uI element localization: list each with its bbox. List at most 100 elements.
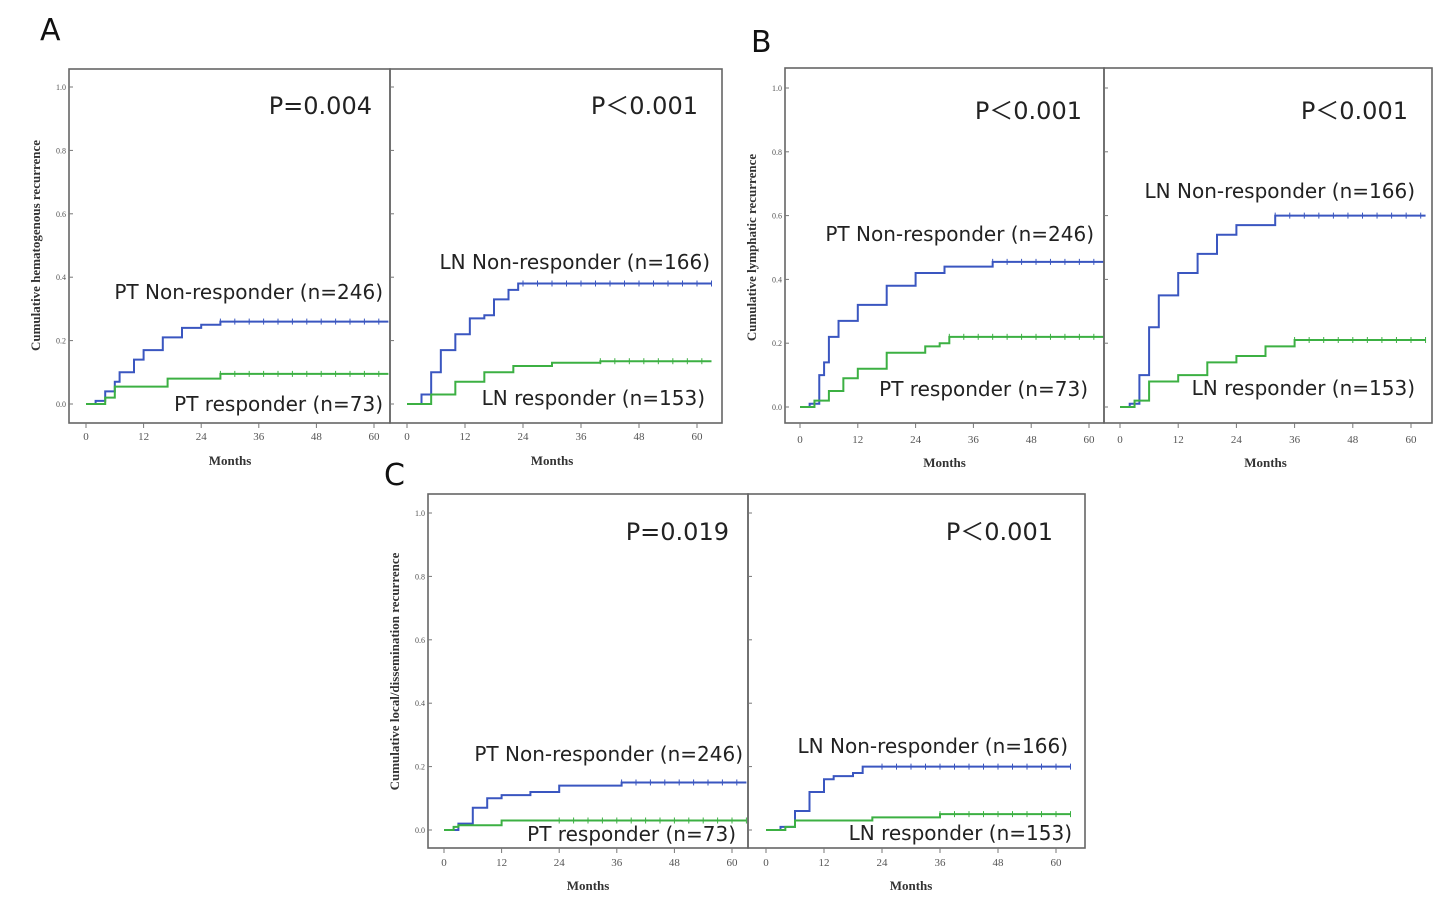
subplot-b-right: 0 12 24 36 48 60 Months LN Non-responder (n=166…	[1103, 67, 1433, 470]
x-tick-label: 0	[83, 431, 89, 443]
x-tick-label: 24	[518, 431, 530, 443]
x-tick-label: 12	[496, 857, 507, 869]
x-tick-label: 60	[1406, 434, 1418, 446]
x-tick-label: 36	[576, 431, 588, 443]
subplot-c-left: 0.0 0.2 0.4 0.6 0.8 1.0 0 12 24 36 48 60 Months Cumul…	[387, 493, 749, 893]
panel-letter-a: A	[40, 13, 61, 48]
series-label: PT Non-responder (n=246)	[114, 280, 383, 304]
series-line-responder	[444, 819, 747, 831]
series-line-non-responder	[1120, 214, 1426, 408]
x-tick-label: 0	[763, 857, 769, 869]
y-tick-label: 0.6	[772, 212, 782, 221]
y-tick-label: 0.8	[772, 148, 782, 157]
series-label: LN responder (n=153)	[1192, 376, 1415, 400]
x-tick-label: 12	[460, 431, 471, 443]
plot-frame	[427, 493, 749, 849]
y-tick-label: 0.4	[772, 275, 782, 284]
x-tick-label: 36	[968, 434, 980, 446]
x-tick-label: 60	[727, 857, 739, 869]
y-tick-label: 0.8	[56, 146, 66, 155]
y-tick-label: 0.8	[415, 572, 425, 581]
x-tick-label: 0	[1117, 434, 1123, 446]
y-tick-label: 0.0	[415, 826, 425, 835]
x-axis-label: Months	[890, 878, 933, 893]
series-line-non-responder	[86, 320, 389, 405]
x-tick-label: 24	[1231, 434, 1243, 446]
series-line-responder	[800, 335, 1104, 408]
series-label: PT Non-responder (n=246)	[825, 222, 1094, 246]
y-tick-label: 0.6	[56, 210, 66, 219]
x-tick-label: 36	[935, 857, 947, 869]
series-label: PT responder (n=73)	[527, 822, 736, 846]
x-axis-label: Months	[1244, 455, 1287, 470]
x-tick-label: 24	[877, 857, 889, 869]
y-tick-label: 1.0	[415, 509, 425, 518]
x-tick-label: 60	[1084, 434, 1096, 446]
p-value: P＜0.001	[1301, 97, 1408, 125]
x-tick-label: 12	[138, 431, 149, 443]
x-tick-label: 0	[797, 434, 803, 446]
series-label: LN Non-responder (n=166)	[798, 734, 1068, 758]
y-tick-label: 0.2	[56, 337, 66, 346]
x-axis-label: Months	[209, 453, 252, 468]
x-tick-label: 12	[852, 434, 863, 446]
x-tick-label: 48	[634, 431, 646, 443]
series-line-responder	[1120, 339, 1426, 408]
panel-letter-b: B	[751, 25, 772, 60]
x-tick-label: 0	[404, 431, 410, 443]
panel-letter-c: C	[384, 458, 405, 493]
x-tick-label: 36	[611, 857, 623, 869]
x-tick-label: 36	[253, 431, 265, 443]
series-label: LN Non-responder (n=166)	[440, 250, 710, 274]
x-tick-label: 48	[311, 431, 323, 443]
plot-frame	[1103, 67, 1433, 424]
series-label: PT responder (n=73)	[879, 377, 1088, 401]
x-axis-label: Months	[531, 453, 574, 468]
x-tick-label: 24	[196, 431, 208, 443]
x-tick-label: 24	[910, 434, 922, 446]
y-tick-label: 1.0	[56, 83, 66, 92]
series-label: LN responder (n=153)	[849, 821, 1072, 845]
y-tick-label: 0.0	[772, 403, 782, 412]
plot-frame	[747, 493, 1086, 849]
x-axis-label: Months	[923, 455, 966, 470]
x-tick-label: 0	[441, 857, 447, 869]
x-tick-label: 48	[993, 857, 1005, 869]
x-tick-label: 60	[369, 431, 381, 443]
x-tick-label: 60	[692, 431, 704, 443]
subplot-a-right: 0 12 24 36 48 60 Months LN Non-responder (n=166…	[389, 68, 723, 468]
x-tick-label: 36	[1289, 434, 1301, 446]
y-axis-label: Cumulative local/dissemination recurrenc…	[387, 552, 402, 790]
series-line-non-responder	[444, 781, 747, 831]
x-tick-label: 48	[669, 857, 681, 869]
x-tick-label: 24	[554, 857, 566, 869]
series-label: LN Non-responder (n=166)	[1145, 179, 1415, 203]
p-value: P＜0.001	[975, 97, 1082, 125]
series-line-non-responder	[407, 282, 712, 405]
x-tick-label: 48	[1347, 434, 1359, 446]
x-tick-label: 12	[819, 857, 830, 869]
y-axis-label: Cumulative lymphatic recurrence	[744, 154, 759, 341]
y-tick-label: 0.4	[415, 699, 425, 708]
x-tick-label: 12	[1173, 434, 1184, 446]
plot-frame	[389, 68, 723, 424]
y-tick-label: 0.2	[415, 763, 425, 772]
plot-frame	[68, 68, 391, 424]
x-tick-label: 60	[1051, 857, 1063, 869]
p-value: P=0.004	[269, 92, 372, 120]
y-tick-label: 0.6	[415, 636, 425, 645]
series-line-non-responder	[800, 260, 1104, 408]
y-tick-label: 1.0	[772, 84, 782, 93]
subplot-b-left: 0.0 0.2 0.4 0.6 0.8 1.0 0 12 24 36 48 60 Months Cumul…	[744, 67, 1105, 470]
y-tick-label: 0.0	[56, 400, 66, 409]
series-label: PT responder (n=73)	[174, 392, 383, 416]
subplot-a-left: 0.0 0.2 0.4 0.6 0.8 1.0 0 12 24 36 48 60 Months Cumul…	[28, 68, 391, 468]
x-axis-label: Months	[567, 878, 610, 893]
x-tick-label: 48	[1026, 434, 1038, 446]
series-label: PT Non-responder (n=246)	[474, 742, 743, 766]
series-label: LN responder (n=153)	[482, 386, 705, 410]
y-tick-label: 0.2	[772, 339, 782, 348]
y-tick-label: 0.4	[56, 273, 66, 282]
p-value: P＜0.001	[946, 518, 1053, 546]
